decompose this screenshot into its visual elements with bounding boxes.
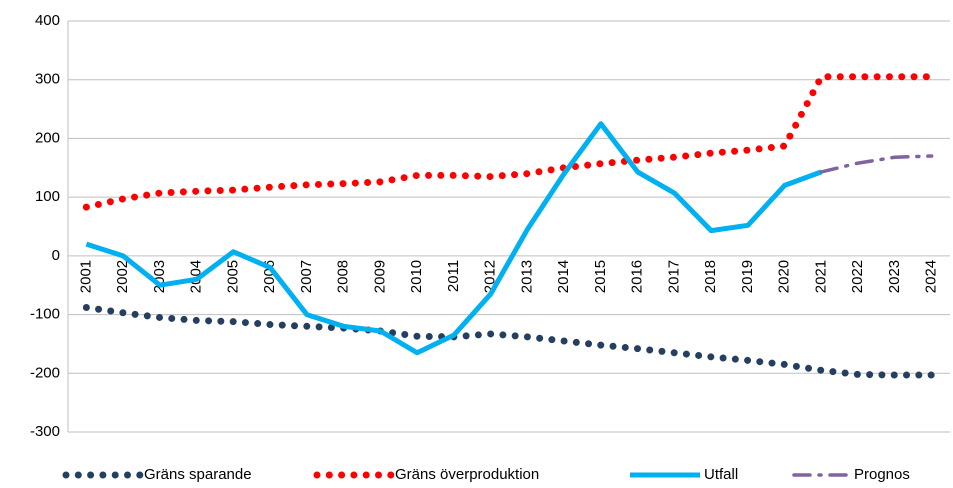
y-tick-label: 100 [35, 188, 60, 205]
x-tick-label: 2024 [923, 260, 940, 293]
x-tick-label: 2014 [555, 260, 572, 293]
x-tick-label: 2011 [445, 260, 462, 292]
x-tick-label: 2004 [188, 260, 205, 293]
x-tick-label: 2017 [665, 260, 682, 293]
y-tick-label: 200 [35, 129, 60, 146]
series-line [82, 304, 936, 379]
x-tick-label: 2009 [371, 260, 388, 293]
x-tick-label: 2013 [518, 260, 535, 293]
series-line [819, 154, 934, 174]
legend-label: Gräns sparande [144, 466, 252, 483]
y-tick-label: 0 [52, 247, 60, 264]
y-tick-label: -300 [30, 423, 60, 440]
x-tick-label: 2022 [849, 260, 866, 293]
x-tick-label: 2003 [151, 260, 168, 293]
x-tick-label: 2023 [886, 260, 903, 293]
x-tick-label: 2008 [335, 260, 352, 293]
x-tick-label: 2002 [114, 260, 131, 293]
x-tick-label: 2001 [77, 260, 94, 293]
x-tick-label: 2020 [776, 260, 793, 293]
legend-label: Utfall [704, 466, 738, 483]
x-tick-label: 2018 [702, 260, 719, 293]
x-tick-label: 2007 [298, 260, 315, 293]
x-tick-label: 2010 [408, 260, 425, 293]
x-tick-label: 2021 [812, 260, 829, 293]
x-tick-label: 2005 [224, 260, 241, 293]
legend-label: Prognos [854, 466, 910, 483]
y-tick-label: -100 [30, 306, 60, 323]
series-line [85, 121, 823, 356]
y-tick-label: -200 [30, 364, 60, 381]
x-tick-label: 2019 [739, 260, 756, 293]
y-tick-label: 400 [35, 12, 60, 29]
x-tick-label: 2016 [629, 260, 646, 293]
y-tick-label: 300 [35, 71, 60, 88]
legend-label: Gräns överproduktion [395, 466, 539, 483]
series-line [82, 73, 936, 211]
x-tick-label: 2015 [592, 260, 609, 293]
